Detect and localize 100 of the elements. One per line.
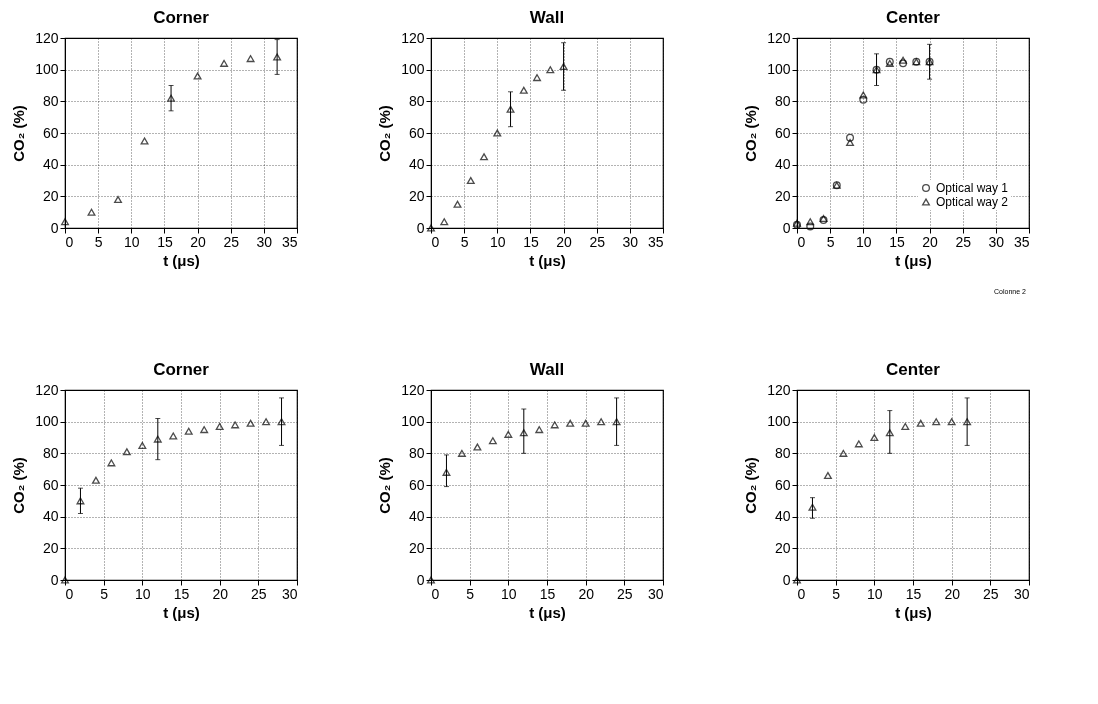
point — [859, 91, 868, 99]
x-tick-label: 15 — [905, 585, 922, 602]
x-axis-title: t (μs) — [895, 251, 932, 269]
y-tick-label: 100 — [401, 413, 425, 430]
y-tick-label: 80 — [774, 444, 791, 461]
point — [153, 435, 162, 443]
point — [506, 105, 515, 113]
x-tick-label: 20 — [578, 585, 595, 602]
x-axis-title: t (μs) — [163, 603, 200, 621]
point — [169, 432, 178, 440]
y-tick-label: 60 — [774, 124, 791, 141]
x-tick-label: 0 — [797, 585, 806, 602]
point — [535, 426, 544, 434]
x-axis-title: t (μs) — [163, 251, 200, 269]
x-tick-label: 0 — [797, 233, 806, 250]
point — [262, 418, 271, 426]
y-tick-label: 20 — [42, 187, 59, 204]
y-tick-label: 0 — [782, 219, 791, 236]
y-tick-label: 20 — [774, 539, 791, 556]
x-tick-label: 15 — [539, 585, 556, 602]
point — [457, 449, 466, 457]
y-axis-title: CO₂ (%) — [742, 105, 760, 162]
point — [138, 441, 147, 449]
y-tick-label: 60 — [774, 476, 791, 493]
y-tick-label: 100 — [35, 61, 59, 78]
y-tick-label: 0 — [50, 571, 59, 588]
x-tick-label: 20 — [556, 233, 573, 250]
chart-title: Corner — [153, 8, 210, 27]
point — [488, 437, 497, 445]
x-tick-label: 15 — [889, 233, 905, 250]
y-tick-label: 120 — [767, 381, 791, 398]
x-tick-label: 30 — [647, 585, 664, 602]
y-tick-label: 0 — [416, 571, 425, 588]
legend-label: Optical way 1 — [936, 181, 1009, 195]
y-tick-label: 120 — [401, 381, 425, 398]
point — [823, 471, 832, 480]
point — [107, 459, 116, 467]
y-tick-label: 20 — [42, 539, 59, 556]
x-tick-label: 0 — [431, 233, 440, 250]
y-tick-label: 40 — [408, 508, 425, 525]
point — [442, 468, 451, 476]
point — [220, 59, 229, 67]
point — [885, 429, 894, 437]
chart-title: Center — [886, 8, 941, 27]
x-axis-title: t (μs) — [529, 251, 566, 269]
x-tick-label: 35 — [647, 233, 664, 250]
x-tick-label: 5 — [460, 233, 469, 250]
x-tick-label: 10 — [856, 233, 872, 250]
x-tick-label: 25 — [589, 233, 606, 250]
y-tick-label: 120 — [767, 29, 791, 46]
point — [612, 418, 621, 426]
x-tick-label: 5 — [832, 585, 841, 602]
x-tick-label: 5 — [466, 585, 475, 602]
legend-label: Optical way 2 — [936, 195, 1009, 209]
point — [440, 218, 449, 226]
x-tick-label: 25 — [223, 233, 240, 250]
x-tick-label: 25 — [983, 585, 999, 602]
point — [806, 222, 815, 231]
chart-title: Corner — [153, 360, 210, 379]
point — [546, 66, 555, 74]
x-tick-label: 30 — [988, 233, 1005, 250]
y-tick-label: 80 — [42, 92, 59, 109]
point — [184, 427, 193, 435]
point — [273, 53, 282, 61]
y-tick-label: 60 — [408, 476, 425, 493]
y-tick-label: 20 — [408, 539, 425, 556]
y-tick-label: 60 — [42, 124, 59, 141]
y-tick-label: 80 — [774, 92, 791, 109]
y-tick-label: 100 — [35, 413, 59, 430]
point — [947, 418, 956, 426]
y-tick-label: 120 — [35, 29, 59, 46]
point — [473, 443, 482, 451]
point — [215, 422, 224, 430]
point — [963, 418, 972, 426]
point — [76, 497, 85, 505]
point — [916, 419, 925, 427]
point — [899, 56, 908, 64]
x-tick-label: 10 — [490, 233, 506, 250]
point — [231, 421, 240, 429]
x-tick-label: 5 — [94, 233, 103, 250]
point — [140, 137, 149, 145]
point — [846, 138, 855, 147]
point — [581, 419, 590, 427]
point — [480, 153, 489, 161]
point — [839, 449, 848, 457]
y-axis-title: CO₂ (%) — [10, 105, 28, 162]
y-tick-label: 0 — [50, 219, 59, 236]
point — [854, 440, 863, 448]
point — [277, 418, 286, 426]
x-tick-label: 0 — [65, 585, 74, 602]
x-tick-label: 25 — [251, 585, 267, 602]
point — [806, 218, 815, 226]
point — [87, 208, 96, 216]
x-tick-label: 30 — [1013, 585, 1030, 602]
point — [901, 422, 910, 430]
x-tick-label: 30 — [281, 585, 298, 602]
point — [246, 55, 255, 63]
x-axis-title: t (μs) — [529, 603, 566, 621]
y-axis-title: CO₂ (%) — [742, 457, 760, 514]
point — [91, 476, 100, 484]
